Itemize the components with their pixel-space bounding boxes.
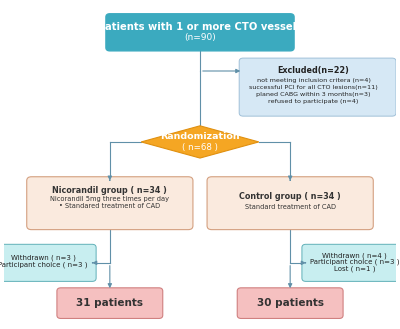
Polygon shape <box>141 126 259 158</box>
Text: Participant choice ( n=3 ): Participant choice ( n=3 ) <box>310 259 400 266</box>
Text: Participant choice ( n=3 ): Participant choice ( n=3 ) <box>0 262 88 268</box>
Text: planed CABG within 3 months(n=3): planed CABG within 3 months(n=3) <box>256 92 371 97</box>
Text: Nicorandil group ( n=34 ): Nicorandil group ( n=34 ) <box>52 187 167 195</box>
Text: 31 patients: 31 patients <box>76 298 143 308</box>
Text: Withdrawn ( n=3 ): Withdrawn ( n=3 ) <box>11 255 76 261</box>
FancyBboxPatch shape <box>0 244 96 281</box>
FancyBboxPatch shape <box>237 288 343 318</box>
Text: • Standared treatment of CAD: • Standared treatment of CAD <box>59 203 160 210</box>
FancyBboxPatch shape <box>57 288 163 318</box>
Text: not meeting inclusion critera (n=4): not meeting inclusion critera (n=4) <box>257 78 371 83</box>
FancyBboxPatch shape <box>27 177 193 230</box>
FancyBboxPatch shape <box>106 14 294 51</box>
Text: (n=90): (n=90) <box>184 33 216 42</box>
Text: ( n=68 ): ( n=68 ) <box>182 142 218 152</box>
Text: Lost ( n=1 ): Lost ( n=1 ) <box>334 266 376 272</box>
Text: refused to participate (n=4): refused to participate (n=4) <box>268 99 359 104</box>
Text: Withdrawn ( n=4 ): Withdrawn ( n=4 ) <box>322 252 387 259</box>
Text: Standard treatment of CAD: Standard treatment of CAD <box>245 204 336 210</box>
FancyBboxPatch shape <box>239 58 396 116</box>
Text: Control group ( n=34 ): Control group ( n=34 ) <box>239 192 341 201</box>
Text: Patients with 1 or more CTO vessels: Patients with 1 or more CTO vessels <box>98 21 302 32</box>
Text: 30 patients: 30 patients <box>257 298 324 308</box>
Text: Excluded(n=22): Excluded(n=22) <box>278 66 350 75</box>
Text: successful PCI for all CTO lesions(n=11): successful PCI for all CTO lesions(n=11) <box>249 85 378 89</box>
Text: Nicorandil 5mg three times per day: Nicorandil 5mg three times per day <box>50 196 169 202</box>
FancyBboxPatch shape <box>302 244 400 281</box>
FancyBboxPatch shape <box>207 177 373 230</box>
Text: Randomization: Randomization <box>160 132 240 140</box>
